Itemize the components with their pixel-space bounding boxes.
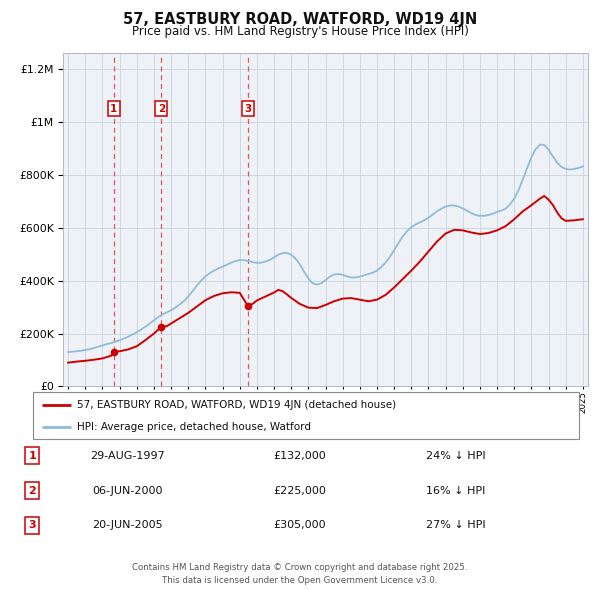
Text: 16% ↓ HPI: 16% ↓ HPI — [426, 486, 485, 496]
Text: 24% ↓ HPI: 24% ↓ HPI — [426, 451, 485, 461]
Text: 20-JUN-2005: 20-JUN-2005 — [92, 520, 163, 530]
Text: 57, EASTBURY ROAD, WATFORD, WD19 4JN: 57, EASTBURY ROAD, WATFORD, WD19 4JN — [123, 12, 477, 27]
Text: 3: 3 — [28, 520, 36, 530]
Text: 1: 1 — [28, 451, 36, 461]
Text: 06-JUN-2000: 06-JUN-2000 — [92, 486, 163, 496]
Text: HPI: Average price, detached house, Watford: HPI: Average price, detached house, Watf… — [77, 422, 311, 432]
Text: £225,000: £225,000 — [274, 486, 326, 496]
FancyBboxPatch shape — [33, 392, 579, 438]
Text: Contains HM Land Registry data © Crown copyright and database right 2025.
This d: Contains HM Land Registry data © Crown c… — [132, 563, 468, 585]
Text: 29-AUG-1997: 29-AUG-1997 — [90, 451, 164, 461]
Text: £132,000: £132,000 — [274, 451, 326, 461]
Text: 27% ↓ HPI: 27% ↓ HPI — [426, 520, 485, 530]
Text: 2: 2 — [158, 104, 165, 114]
Text: Price paid vs. HM Land Registry's House Price Index (HPI): Price paid vs. HM Land Registry's House … — [131, 25, 469, 38]
Text: 1: 1 — [110, 104, 118, 114]
Text: 3: 3 — [244, 104, 251, 114]
Text: 57, EASTBURY ROAD, WATFORD, WD19 4JN (detached house): 57, EASTBURY ROAD, WATFORD, WD19 4JN (de… — [77, 399, 396, 409]
Text: 2: 2 — [28, 486, 36, 496]
Text: £305,000: £305,000 — [274, 520, 326, 530]
